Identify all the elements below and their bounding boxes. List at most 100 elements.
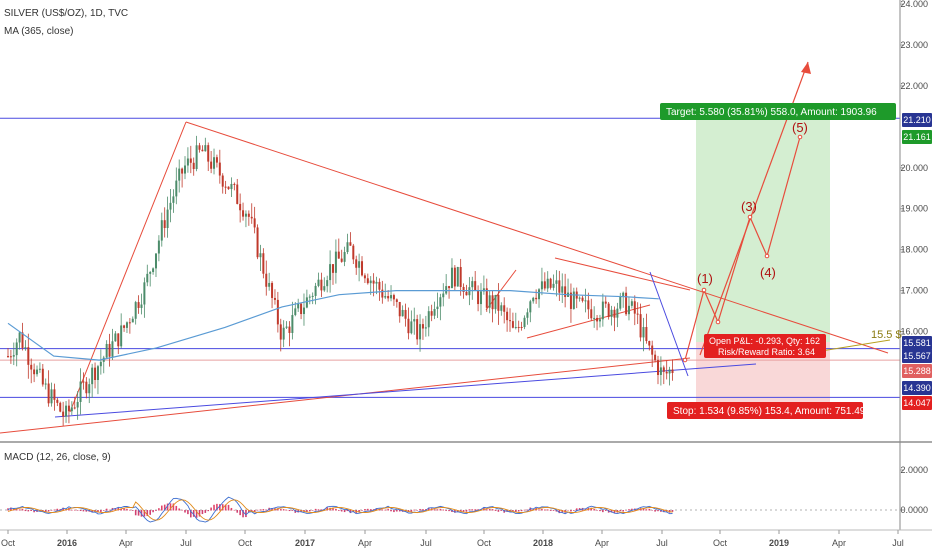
candle-body — [424, 327, 427, 329]
wave-point — [682, 357, 688, 363]
candle-body — [12, 355, 15, 357]
candle-body — [532, 297, 535, 302]
macd-hist-bar — [520, 510, 523, 512]
macd-hist-bar — [622, 510, 624, 512]
candle-body — [259, 253, 262, 258]
candle-body — [503, 305, 506, 312]
macd-hist-bar — [387, 508, 389, 511]
y-tick-label: 23.000 — [900, 40, 928, 50]
candle-body — [462, 286, 465, 292]
macd-hist-bar — [651, 510, 653, 511]
candle-body — [593, 317, 596, 319]
macd-hist-bar — [590, 507, 593, 511]
x-tick-label: Jul — [180, 538, 192, 548]
candle-body — [47, 383, 50, 404]
stop-label: Stop: 1.534 (9.85%) 153.4, Amount: 751.4… — [673, 406, 866, 417]
macd-hist-bar — [332, 508, 334, 511]
candle-body — [256, 227, 259, 258]
candle-body — [596, 317, 599, 322]
candle-body — [154, 253, 157, 269]
trendline — [54, 363, 757, 418]
macd-hist-bar — [56, 508, 59, 511]
candle-body — [134, 302, 137, 319]
candle-body — [67, 405, 70, 412]
macd-hist-bar — [184, 510, 186, 513]
trendline — [185, 121, 889, 354]
candle-body — [201, 149, 204, 152]
macd-hist-bar — [123, 508, 125, 511]
macd-hist-bar — [44, 510, 47, 512]
macd-hist-bar — [82, 510, 85, 512]
candle-body — [465, 291, 468, 296]
macd-hist-bar — [233, 509, 236, 511]
macd-hist-bar — [21, 508, 24, 511]
candle-body — [331, 264, 334, 273]
x-tick-label: Oct — [713, 538, 728, 548]
macd-hist-bar — [85, 510, 88, 512]
candle-body — [659, 367, 662, 375]
macd-hist-bar — [445, 510, 447, 511]
candle-body — [404, 309, 407, 319]
macd-hist-bar — [628, 509, 630, 511]
stop-label-box — [667, 402, 863, 419]
wave-label-4: (4) — [760, 265, 776, 280]
x-tick-label: Apr — [358, 538, 372, 548]
x-tick-label: 2017 — [295, 538, 315, 548]
candle-body — [535, 297, 538, 300]
macd-hist-bar — [335, 508, 337, 511]
candle-body — [366, 278, 369, 284]
candle-body — [149, 272, 152, 274]
macd-hist-bar — [660, 510, 662, 512]
trendline — [69, 121, 187, 413]
candle-body — [456, 267, 459, 287]
price-marker-label: 14.390 — [903, 383, 931, 393]
trendlines — [0, 117, 900, 434]
candle-body — [619, 295, 622, 309]
macd-hist-bar — [158, 508, 160, 511]
x-tick-label: Apr — [119, 538, 133, 548]
candle-body — [482, 288, 485, 292]
macd-hist-bar — [596, 510, 598, 511]
macd-y-tick-label: 0.0000 — [900, 505, 928, 515]
macd-hist-bar — [277, 508, 279, 511]
candle-body — [297, 303, 300, 309]
x-tick-label: Oct — [238, 538, 253, 548]
candle-body — [285, 326, 288, 328]
candle-body — [421, 324, 424, 329]
candle-body — [506, 311, 509, 321]
candle-body — [662, 367, 665, 372]
candle-body — [416, 319, 419, 340]
candle-body — [433, 309, 436, 316]
macd-hist-bar — [320, 509, 323, 511]
candle-body — [288, 326, 291, 333]
candle-body — [671, 369, 674, 374]
price-marker — [902, 381, 932, 395]
candle-body — [407, 318, 410, 334]
candle-body — [378, 281, 381, 290]
candle-body — [485, 288, 488, 308]
candle-body — [520, 326, 523, 328]
macd-hist-bar — [471, 509, 474, 511]
candle-body — [273, 297, 276, 300]
candle-body — [636, 313, 639, 315]
candle-body — [491, 295, 494, 310]
y-tick-label: 16.000 — [900, 327, 928, 337]
macd-hist-bar — [575, 508, 578, 511]
trendline — [814, 339, 891, 353]
macd-hist-bar — [242, 510, 244, 518]
price-marker-label: 15.581 — [903, 338, 931, 348]
candle-body — [76, 401, 79, 408]
macd-hist-bar — [602, 510, 604, 513]
macd-hist-bar — [340, 510, 343, 512]
candle-body — [79, 381, 82, 402]
macd-hist-bar — [155, 510, 157, 511]
candle-body — [311, 295, 314, 297]
candle-body — [656, 360, 659, 375]
candle-body — [398, 301, 401, 317]
target-label: Target: 5.580 (35.81%) 558.0, Amount: 19… — [666, 107, 877, 118]
position-label-box — [704, 334, 826, 358]
candle-body — [204, 145, 207, 152]
candle-body — [244, 213, 247, 217]
macd-hist-bar — [71, 509, 73, 511]
